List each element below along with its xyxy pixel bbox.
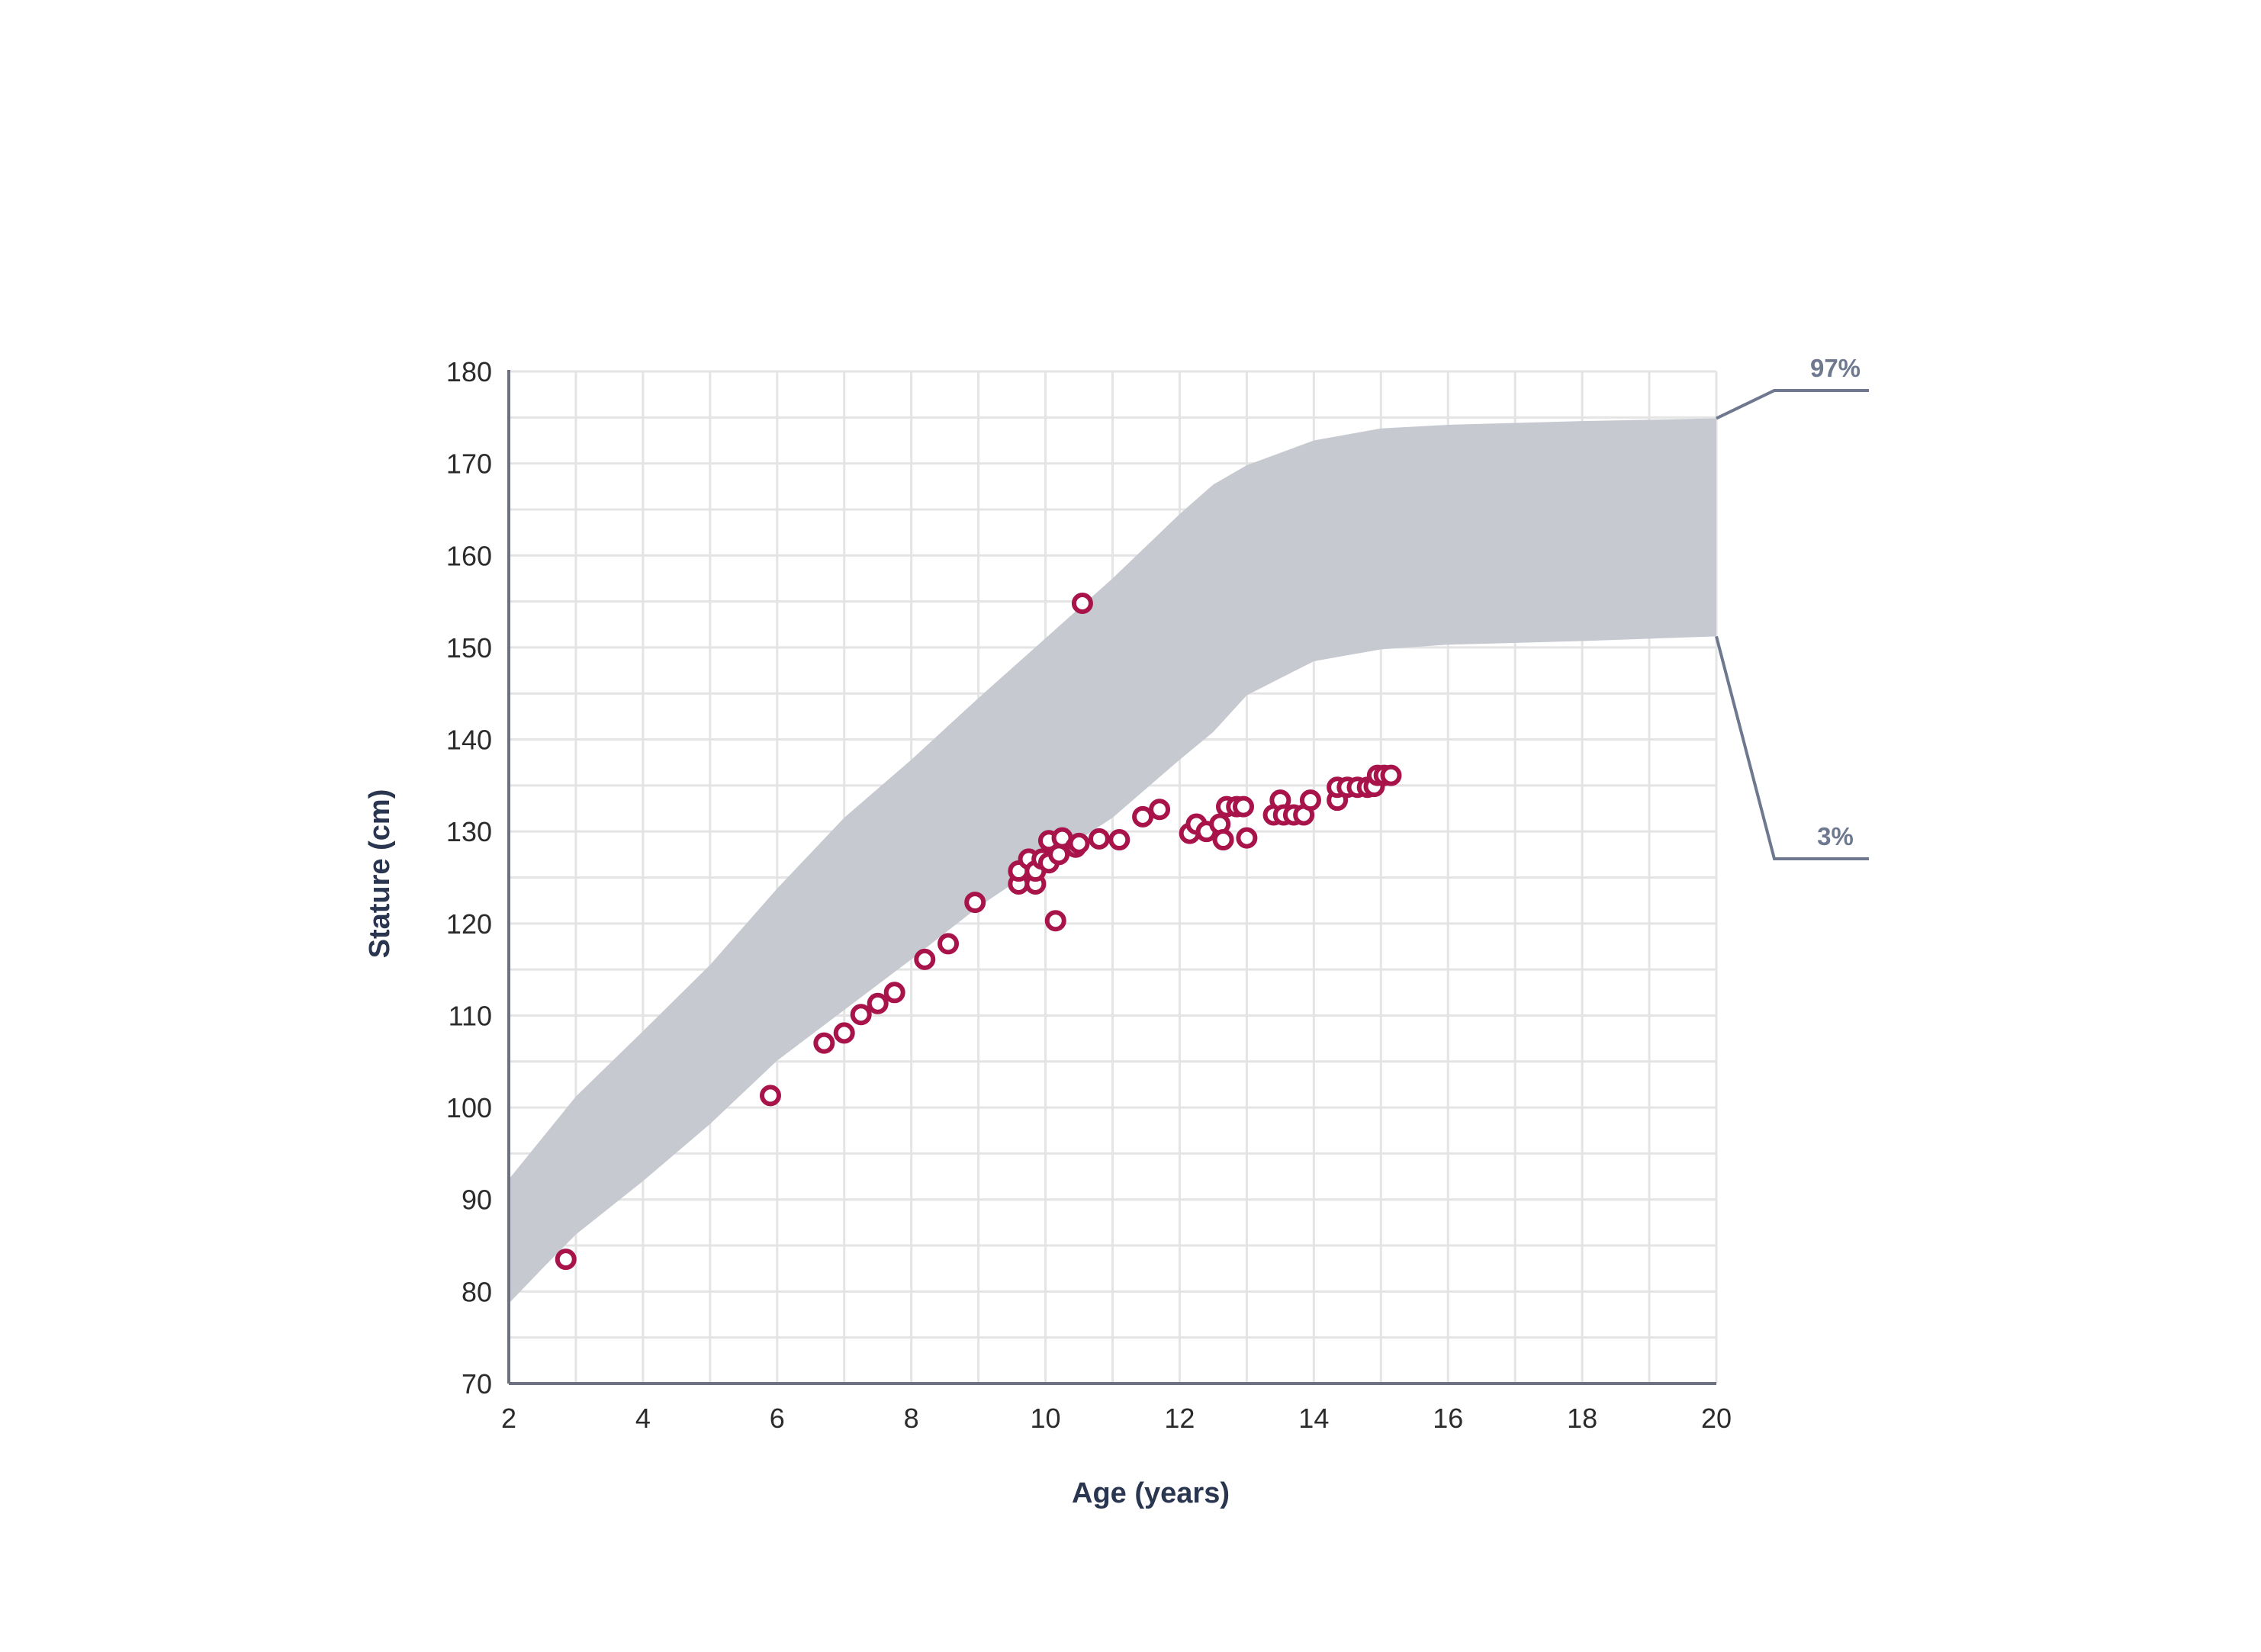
data-point [1299,789,1321,812]
x-tick-label: 12 [1164,1403,1195,1434]
y-tick-label: 150 [446,632,492,664]
data-point [1048,844,1070,866]
y-tick-label: 140 [446,725,492,756]
data-point [1232,795,1254,818]
y-tick-label: 170 [446,448,492,480]
data-point [1108,829,1130,851]
data-point [964,892,986,914]
y-tick-label: 100 [446,1092,492,1123]
data-point [850,1004,872,1026]
y-tick-label: 70 [462,1368,492,1400]
percentile-band [509,418,1716,1304]
x-tick-label: 18 [1567,1403,1597,1434]
data-point [938,933,960,955]
y-tick-label: 90 [462,1184,492,1216]
x-tick-label: 14 [1298,1403,1329,1434]
y-tick-label: 180 [446,356,492,387]
data-point [1088,828,1110,850]
data-point [1380,764,1402,786]
y-tick-label: 160 [446,540,492,571]
data-point [914,948,936,970]
y-tick-label: 120 [446,908,492,940]
x-tick-label: 6 [770,1403,785,1434]
upper-percentile-leader [1716,389,1869,420]
data-point [1132,805,1154,828]
y-tick-label: 110 [449,1000,492,1031]
lower-percentile-leader [1715,635,1869,860]
x-axis-title: Age (years) [1072,1477,1230,1509]
x-tick-label: 20 [1701,1403,1732,1434]
y-axis-title: Stature (cm) [364,789,396,959]
data-point [555,1249,577,1271]
x-tick-label: 2 [501,1403,516,1434]
data-point [1149,799,1171,821]
y-tick-label: 130 [446,816,492,847]
y-axis-ticks: 70 80 90 100 110 120 130 140 150 160 170 180 [446,356,492,1400]
data-points [555,593,1402,1271]
x-tick-label: 16 [1433,1403,1463,1434]
data-point [1068,832,1090,854]
data-point [759,1085,781,1107]
data-point [1236,827,1258,849]
x-tick-label: 10 [1031,1403,1061,1434]
y-tick-label: 80 [462,1276,492,1307]
x-tick-label: 8 [904,1403,919,1434]
data-point [833,1022,855,1044]
lower-percentile-label: 3% [1817,822,1854,850]
x-tick-label: 4 [635,1403,651,1434]
x-axis-ticks: 2 4 6 8 10 12 14 16 18 20 [501,1403,1732,1434]
data-point [1044,910,1066,932]
upper-percentile-label: 97% [1810,354,1861,382]
data-point [883,982,905,1004]
data-point [867,992,889,1014]
percentile-leaders [1715,389,1869,860]
data-point [1071,593,1093,615]
axes [507,370,1716,1385]
data-point [1212,829,1234,851]
data-point [813,1032,835,1054]
